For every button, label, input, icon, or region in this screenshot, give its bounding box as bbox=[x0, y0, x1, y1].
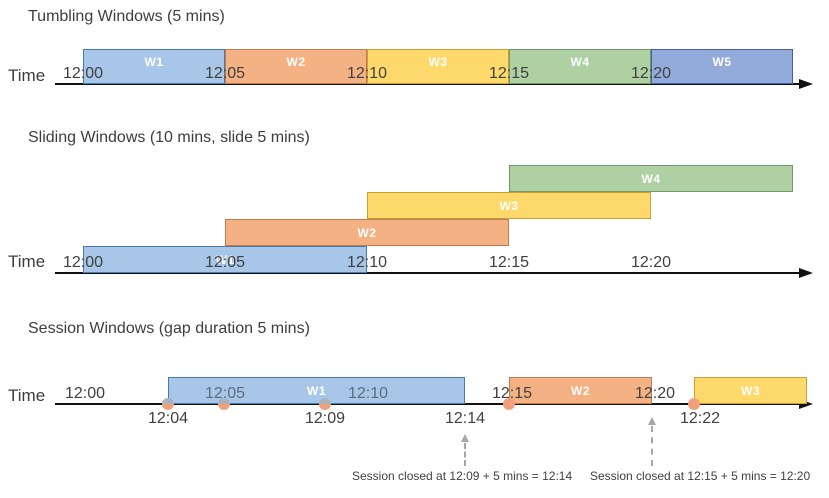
annotation-arrowhead-icon bbox=[461, 434, 469, 442]
sliding-time-axis-label: Time bbox=[8, 252, 46, 271]
event-time-label-1204: 12:04 bbox=[147, 410, 189, 427]
session-window-w2: W2 bbox=[509, 377, 652, 404]
annotation-dashed-arrow bbox=[464, 443, 466, 466]
window-label: W2 bbox=[571, 383, 590, 398]
window-label: W1 bbox=[307, 383, 326, 398]
sliding-window-w2: W2 bbox=[225, 219, 509, 246]
tumbling-tick-1210: 12:10 bbox=[346, 65, 388, 82]
sliding-window-w4: W4 bbox=[509, 165, 793, 192]
window-label: W1 bbox=[144, 54, 164, 69]
sliding-window-w1: W1 bbox=[83, 246, 367, 273]
sliding-tick-1200: 12:00 bbox=[62, 254, 104, 271]
session-section-title: Session Windows (gap duration 5 mins) bbox=[28, 320, 310, 337]
tumbling-window-w1: W1 bbox=[83, 49, 225, 84]
event-time-label-1214: 12:14 bbox=[444, 410, 486, 427]
sliding-axis-arrowhead-icon bbox=[799, 268, 813, 278]
window-label: W4 bbox=[641, 171, 661, 186]
sliding-tick-1210: 12:10 bbox=[346, 254, 388, 271]
tumbling-tick-1200: 12:00 bbox=[62, 65, 104, 82]
tumbling-window-w3: W3 bbox=[367, 49, 509, 84]
session-axis-arrowhead-icon bbox=[799, 399, 813, 409]
tumbling-section-title: Tumbling Windows (5 mins) bbox=[28, 8, 225, 25]
sliding-tick-1205: 12:05 bbox=[204, 254, 246, 271]
event-dot-1209 bbox=[319, 398, 331, 410]
event-dot-1215 bbox=[503, 398, 515, 410]
tumbling-tick-1220: 12:20 bbox=[630, 65, 672, 82]
sliding-window-w3: W3 bbox=[367, 192, 651, 219]
window-label: W3 bbox=[499, 198, 519, 213]
sliding-section-title: Sliding Windows (10 mins, slide 5 mins) bbox=[28, 129, 310, 146]
tumbling-tick-1205: 12:05 bbox=[204, 65, 246, 82]
tumbling-time-axis bbox=[55, 83, 801, 85]
window-label: W3 bbox=[428, 54, 448, 69]
event-dot-1222 bbox=[688, 398, 700, 410]
window-label: W1 bbox=[215, 252, 235, 267]
annotation-dashed-arrow bbox=[651, 426, 653, 466]
session-window-w1: W1 bbox=[168, 377, 465, 404]
session-tick-1205: 12:05 bbox=[204, 385, 246, 402]
tumbling-axis-arrowhead-icon bbox=[799, 79, 813, 89]
session-time-axis-label: Time bbox=[8, 386, 46, 405]
tumbling-window-w4: W4 bbox=[509, 49, 651, 84]
session-tick-1200: 12:00 bbox=[64, 385, 106, 402]
event-time-label-1209: 12:09 bbox=[304, 410, 346, 427]
window-label: W2 bbox=[286, 54, 306, 69]
session-closed-annotation-1: Session closed at 12:09 + 5 mins = 12:14 bbox=[352, 469, 573, 483]
sliding-tick-1215: 12:15 bbox=[488, 254, 530, 271]
session-window-w3: W3 bbox=[694, 377, 807, 404]
session-time-axis bbox=[55, 403, 801, 405]
annotation-arrowhead-icon bbox=[648, 417, 656, 425]
window-label: W2 bbox=[357, 225, 377, 240]
event-dot-1206 bbox=[218, 398, 230, 410]
window-label: W5 bbox=[712, 54, 732, 69]
session-tick-1220: 12:20 bbox=[634, 385, 676, 402]
window-label: W3 bbox=[741, 383, 760, 398]
sliding-time-axis bbox=[55, 272, 801, 274]
session-tick-1210: 12:10 bbox=[347, 385, 389, 402]
tumbling-time-axis-label: Time bbox=[8, 66, 46, 85]
tumbling-window-w5: W5 bbox=[651, 49, 793, 84]
session-tick-1215: 12:15 bbox=[491, 385, 533, 402]
window-label: W4 bbox=[570, 54, 590, 69]
event-dot-1204 bbox=[162, 398, 174, 410]
event-time-label-1222: 12:22 bbox=[679, 410, 721, 427]
session-closed-annotation-2: Session closed at 12:15 + 5 mins = 12:20 bbox=[590, 469, 811, 483]
sliding-tick-1220: 12:20 bbox=[630, 254, 672, 271]
tumbling-tick-1215: 12:15 bbox=[488, 65, 530, 82]
tumbling-window-w2: W2 bbox=[225, 49, 367, 84]
